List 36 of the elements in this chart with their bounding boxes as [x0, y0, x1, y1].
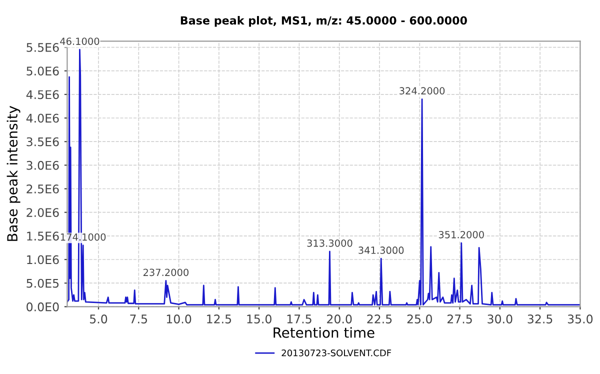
x-tick-label: 12.5 [207, 314, 232, 324]
chart-title: Base peak plot, MS1, m/z: 45.0000 - 600.0000 [180, 16, 467, 27]
annotation: 341.3000 [358, 246, 404, 254]
annotation: 46.1000 [60, 38, 100, 45]
x-tick-label: 30.0 [488, 314, 512, 324]
y-tick-label: 5.0E6 [26, 66, 59, 76]
x-tick-label: 5.0 [90, 314, 108, 324]
y-tick-label: 0.0E0 [26, 302, 59, 312]
y-tick-label: 3.5E6 [26, 137, 59, 146]
x-tick-label: 20.0 [327, 314, 352, 324]
y-tick-label: 1.5E6 [27, 232, 59, 241]
legend-label: 20130723-SOLVENT.CDF [282, 349, 392, 356]
x-tick-label: 25.0 [407, 314, 432, 324]
y-tick-label: 4.5E6 [26, 90, 59, 100]
x-tick-label: 7.5 [130, 314, 148, 324]
y-tick-label: 5.0E5 [26, 278, 59, 288]
y-tick-label: 5.5E6 [26, 42, 59, 52]
y-tick-label: 4.0E6 [26, 114, 59, 123]
x-tick-label: 17.5 [287, 314, 312, 324]
annotation: 174.1000 [60, 233, 106, 241]
x-tick-label: 22.5 [367, 314, 392, 324]
x-tick-label: 27.5 [448, 314, 472, 324]
y-tick-label: 2.0E6 [26, 208, 59, 218]
y-tick-label: 3.0E6 [26, 160, 59, 170]
annotation: 237.2000 [143, 268, 188, 276]
annotation: 313.3000 [307, 239, 352, 247]
x-tick-label: 10.0 [166, 314, 192, 324]
y-tick-label: 2.5E6 [26, 184, 59, 194]
x-tick-label: 32.5 [528, 314, 552, 324]
y-axis-title: Base peak intensity [6, 106, 20, 241]
annotation: 351.2000 [438, 230, 484, 238]
x-axis-title: Retention time [274, 327, 374, 338]
x-tick-label: 35.0 [568, 314, 593, 324]
x-tick-label: 15.0 [247, 314, 272, 324]
y-tick-label: 1.0E6 [27, 255, 59, 264]
annotation: 324.2000 [400, 87, 445, 94]
